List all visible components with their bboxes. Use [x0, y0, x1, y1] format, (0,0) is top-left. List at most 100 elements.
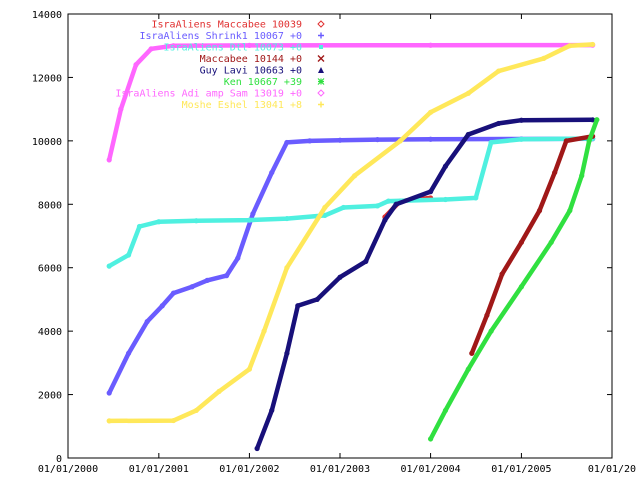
data-point	[193, 407, 199, 414]
data-point	[125, 252, 132, 258]
data-point	[442, 407, 449, 414]
data-point	[337, 274, 343, 280]
data-point	[495, 68, 502, 74]
plot-frame	[67, 13, 613, 459]
y-tick-label: 8000	[38, 200, 62, 211]
data-point	[465, 131, 471, 138]
data-point	[427, 136, 434, 142]
legend-label: IsraAliens Dtl 10073 +0	[164, 43, 302, 54]
legend-marker	[318, 67, 324, 73]
data-point	[382, 217, 388, 223]
series-5	[254, 117, 596, 452]
data-point	[579, 173, 585, 179]
data-point	[518, 117, 525, 123]
series-line	[106, 42, 595, 163]
legend-marker	[318, 101, 324, 108]
x-tick-label: 01/01/20	[588, 464, 636, 475]
legend-label: Moshe Eshel 13041 +8	[182, 100, 302, 111]
data-point	[295, 303, 301, 309]
data-point	[118, 106, 124, 112]
data-point	[314, 296, 320, 303]
legend-marker	[317, 55, 325, 62]
data-point	[284, 215, 290, 222]
legend-label: Ken 10667 +39	[224, 77, 302, 88]
data-point	[567, 208, 573, 214]
data-point	[337, 137, 343, 143]
data-point	[246, 42, 253, 48]
plot-border	[67, 13, 613, 459]
data-point	[189, 284, 195, 290]
data-point	[170, 290, 177, 296]
data-point	[106, 157, 112, 163]
data-point	[567, 43, 573, 49]
data-point	[518, 239, 525, 245]
legend-label: IsraAliens Maccabee 10039	[151, 20, 302, 31]
data-point	[442, 163, 449, 169]
data-point	[125, 350, 132, 356]
data-point	[427, 109, 434, 115]
data-point	[484, 312, 490, 318]
data-point	[322, 204, 328, 211]
y-tick-label: 10000	[32, 137, 62, 148]
data-point	[106, 418, 112, 424]
data-point	[322, 212, 328, 218]
x-tick-label: 01/01/2004	[400, 464, 460, 475]
data-point	[374, 136, 381, 143]
data-point	[548, 239, 554, 245]
data-point	[590, 41, 596, 48]
y-tick-label: 0	[56, 454, 62, 465]
series-7	[106, 42, 596, 163]
data-point	[159, 303, 165, 309]
data-point	[254, 445, 260, 452]
legend-label: IsraAliens Shrink1 10067 +0	[139, 31, 302, 42]
y-tick-label: 14000	[32, 10, 62, 21]
data-point	[552, 169, 558, 176]
data-point	[284, 265, 290, 271]
x-tick-label: 01/01/2005	[491, 464, 551, 475]
data-point	[488, 328, 494, 334]
legend-label: Guy Lavi 10663 +0	[200, 66, 302, 77]
data-point	[235, 255, 241, 261]
series-line	[106, 136, 595, 269]
legend-label: Maccabee 10144 +0	[200, 54, 302, 65]
data-point	[106, 263, 112, 269]
data-point	[518, 284, 525, 290]
legend-marker	[317, 20, 325, 28]
legend-marker	[317, 78, 325, 85]
data-point	[563, 138, 569, 144]
data-point	[261, 328, 267, 334]
y-tick-label: 6000	[38, 264, 62, 275]
data-point	[473, 195, 479, 201]
data-point	[246, 366, 253, 372]
data-point	[590, 117, 596, 123]
data-point	[223, 273, 230, 279]
data-point	[465, 90, 471, 96]
legend-marker	[317, 89, 325, 97]
data-point	[352, 173, 358, 179]
data-point	[374, 203, 381, 209]
x-tick-label: 01/01/2003	[310, 464, 370, 475]
data-point	[136, 223, 143, 230]
data-point	[170, 417, 177, 424]
data-point	[397, 138, 403, 144]
data-point	[495, 120, 502, 127]
y-tick-label: 2000	[38, 391, 62, 402]
series-layer	[106, 41, 600, 452]
data-point	[269, 407, 275, 414]
x-tick-label: 01/01/2002	[219, 464, 279, 475]
series-4	[469, 133, 596, 356]
data-point	[594, 117, 600, 123]
data-point	[488, 139, 494, 146]
data-point	[148, 46, 154, 52]
data-point	[246, 217, 253, 223]
data-point	[284, 350, 290, 356]
data-point	[363, 258, 369, 264]
data-point	[204, 277, 210, 283]
data-point	[385, 198, 391, 204]
data-point	[465, 366, 471, 372]
data-point	[269, 169, 275, 176]
series-2	[106, 136, 596, 396]
